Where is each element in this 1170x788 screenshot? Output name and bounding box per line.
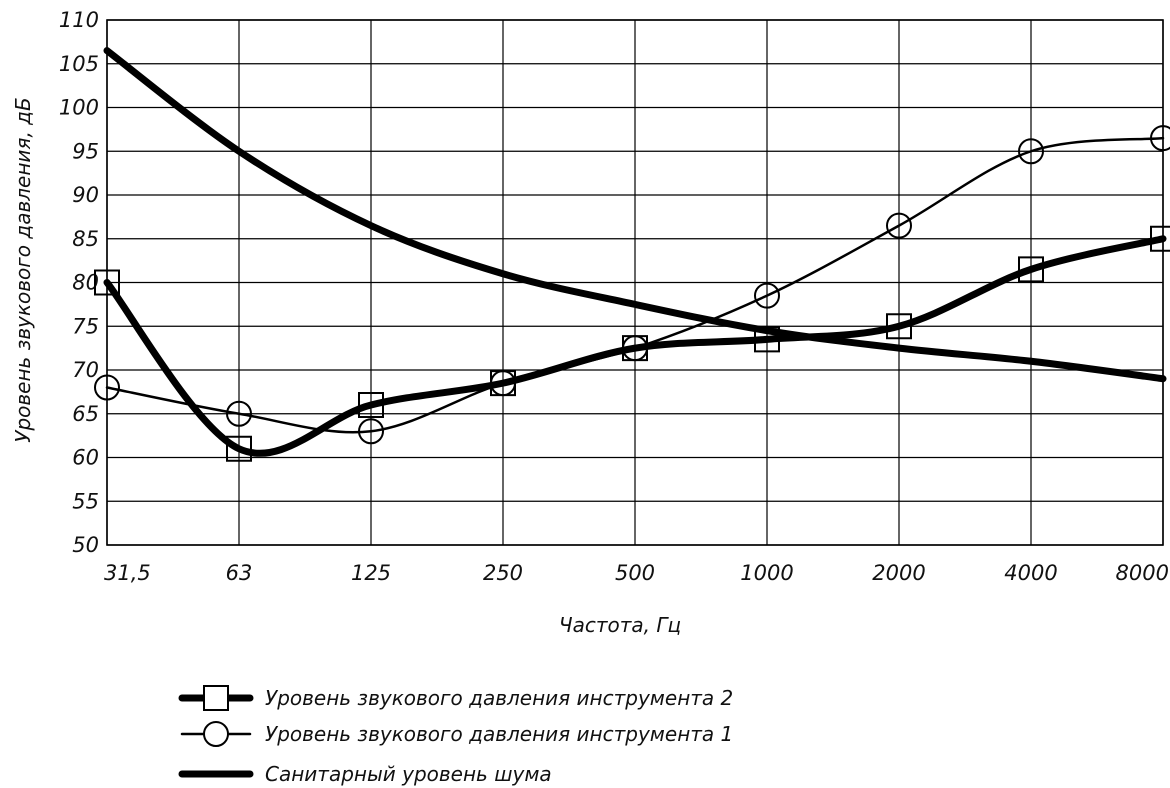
data-point-circle bbox=[94, 374, 120, 401]
x-tick-label: 125 bbox=[351, 561, 391, 585]
y-tick-label: 105 bbox=[59, 52, 99, 76]
y-tick-label: 90 bbox=[72, 183, 99, 207]
legend: Уровень звукового давления инструмента 2… bbox=[178, 685, 733, 786]
x-axis-title: Частота, Гц bbox=[559, 613, 681, 637]
x-tick-label: 31,5 bbox=[104, 561, 151, 585]
y-tick-label: 75 bbox=[72, 314, 99, 338]
y-tick-label: 95 bbox=[72, 139, 99, 163]
x-tick-label: 500 bbox=[615, 561, 655, 585]
series-group bbox=[94, 47, 1170, 462]
legend-label: Уровень звукового давления инструмента 2 bbox=[265, 686, 733, 710]
x-tick-label: 63 bbox=[226, 561, 253, 585]
y-tick-label: 110 bbox=[59, 8, 99, 32]
x-tick-labels: 31,5 63 125 250 500 1000 2000 4000 8000 bbox=[104, 561, 1169, 585]
y-tick-label: 100 bbox=[59, 96, 99, 120]
data-point-square bbox=[622, 335, 648, 362]
data-point-square bbox=[490, 370, 516, 397]
data-point-square bbox=[886, 313, 912, 340]
legend-label: Уровень звукового давления инструмента 1 bbox=[265, 722, 733, 746]
data-point-circle bbox=[1018, 138, 1044, 165]
x-tick-label: 1000 bbox=[740, 561, 793, 585]
data-point-square bbox=[1018, 256, 1044, 283]
y-tick-label: 60 bbox=[72, 446, 99, 470]
x-tick-label: 2000 bbox=[872, 561, 925, 585]
legend-label: Санитарный уровень шума bbox=[265, 762, 552, 786]
data-point-circle bbox=[754, 282, 780, 309]
series-line-1 bbox=[103, 235, 1167, 457]
y-tick-label: 50 bbox=[72, 533, 99, 557]
legend-marker-square bbox=[203, 685, 229, 711]
data-point-circle bbox=[1150, 125, 1170, 152]
y-tick-label: 85 bbox=[72, 227, 99, 251]
data-point-square bbox=[94, 269, 120, 296]
y-tick-label: 65 bbox=[72, 402, 99, 426]
legend-marker-circle bbox=[203, 721, 229, 747]
x-tick-label: 4000 bbox=[1004, 561, 1057, 585]
x-tick-label: 250 bbox=[483, 561, 523, 585]
data-point-circle bbox=[226, 400, 252, 427]
y-tick-label: 55 bbox=[72, 489, 99, 513]
series-line-3 bbox=[103, 47, 1167, 383]
y-axis-title: Уровень звукового давления, дБ bbox=[11, 97, 35, 442]
data-point-square bbox=[1150, 225, 1170, 252]
y-tick-label: 70 bbox=[72, 358, 99, 382]
data-point-square bbox=[358, 392, 384, 418]
data-point-square bbox=[226, 435, 252, 462]
data-point-square bbox=[754, 326, 780, 353]
data-point-circle bbox=[886, 212, 912, 239]
data-point-circle bbox=[358, 418, 384, 445]
x-tick-label: 8000 bbox=[1116, 561, 1169, 585]
